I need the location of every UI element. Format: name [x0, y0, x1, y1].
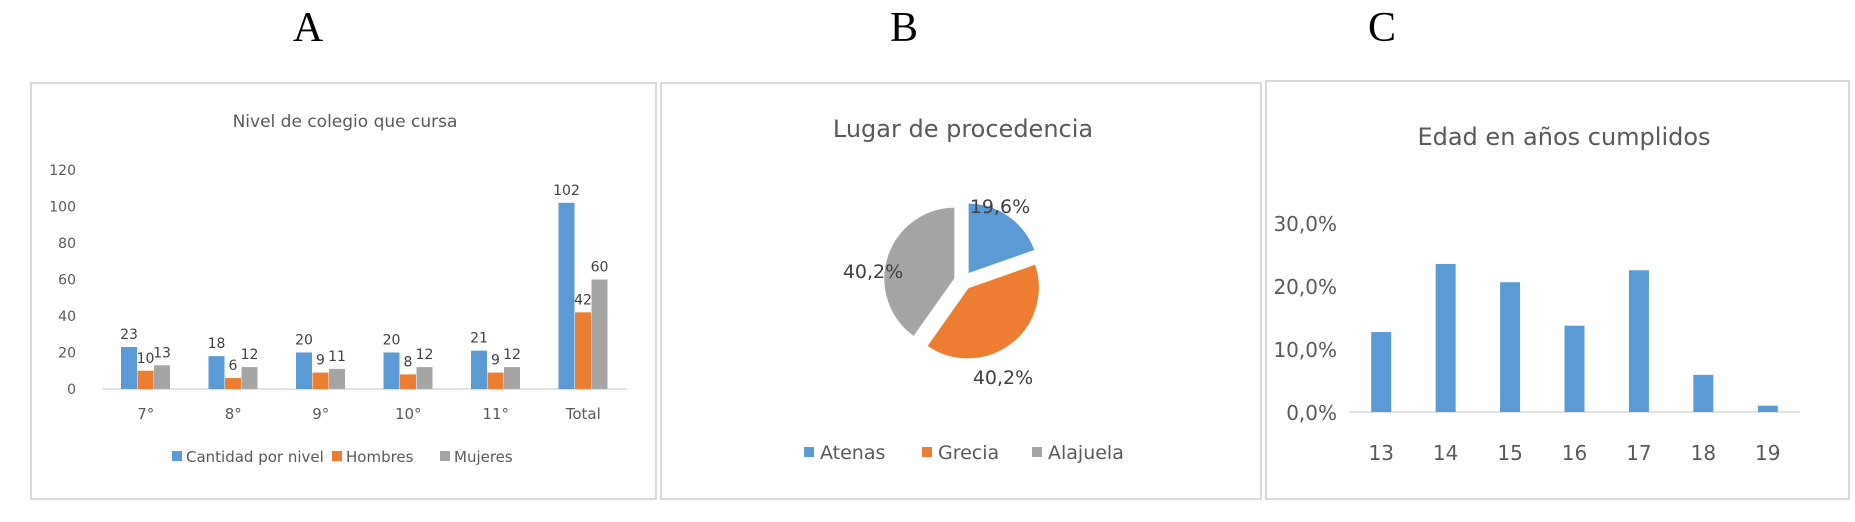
legend-swatch	[440, 451, 450, 461]
y-tick-label: 10,0%	[1273, 338, 1337, 362]
y-tick-label: 20	[58, 346, 76, 362]
x-tick-label: 19	[1755, 441, 1780, 465]
x-tick-label: 11°	[482, 405, 509, 423]
chart-title: Lugar de procedencia	[833, 115, 1093, 143]
bar	[487, 372, 504, 389]
data-label: 12	[503, 347, 521, 363]
bar	[504, 367, 520, 389]
legend-label: Alajuela	[1048, 442, 1124, 464]
x-tick-label: 15	[1497, 441, 1522, 465]
pie-slice	[924, 262, 1041, 361]
legend-swatch	[804, 447, 814, 457]
legend-label: Cantidad por nivel	[186, 448, 324, 466]
y-tick-label: 0	[67, 382, 76, 398]
legend-swatch	[1032, 447, 1042, 457]
bar	[1757, 405, 1778, 412]
data-label: 13	[153, 345, 171, 361]
data-label: 12	[241, 347, 259, 363]
y-tick-label: 100	[49, 200, 76, 216]
bar	[591, 279, 608, 389]
x-tick-label: 10°	[395, 405, 422, 423]
y-tick-label: 40	[58, 309, 76, 325]
chart-panel-a: Nivel de colegio que cursa 0 20 40 60 80 100 12…	[30, 82, 657, 500]
bar	[1564, 325, 1585, 412]
y-tick-label: 20,0%	[1273, 275, 1337, 299]
data-label: 20	[383, 333, 401, 349]
bar	[471, 350, 487, 389]
x-tick-label: 13	[1368, 441, 1393, 465]
x-tick-label: 16	[1562, 441, 1587, 465]
x-tick-label: 9°	[312, 405, 329, 423]
x-tick-label: Total	[565, 405, 601, 423]
legend-swatch	[922, 447, 932, 457]
bar	[241, 367, 258, 389]
data-label: 8	[404, 354, 413, 370]
x-tick-label: 7°	[137, 405, 154, 423]
x-tick-label: 14	[1433, 441, 1458, 465]
bar	[154, 365, 170, 389]
data-label: 23	[120, 327, 138, 343]
panel-letter-a: A	[292, 5, 324, 51]
y-tick-label: 80	[58, 236, 76, 252]
chart-title: Nivel de colegio que cursa	[233, 112, 458, 132]
y-tick-label: 0,0%	[1286, 401, 1337, 425]
data-label: 11	[328, 349, 346, 365]
bar	[1693, 374, 1714, 412]
pie-slice	[966, 201, 1037, 276]
chart-c-svg: Edad en años cumplidos 0,0% 10,0% 20,0% 30,0…	[1273, 123, 1800, 465]
data-label: 102	[553, 183, 580, 199]
bar	[1371, 331, 1392, 412]
data-label: 9	[491, 353, 500, 369]
data-label: 12	[416, 347, 434, 363]
bar	[400, 374, 416, 389]
bar	[1628, 270, 1649, 412]
x-tick-label: 8°	[225, 405, 242, 423]
legend-label: Mujeres	[454, 448, 513, 466]
bar	[1500, 282, 1521, 412]
bar	[558, 202, 575, 389]
bar	[312, 372, 329, 389]
chart-panel-c: Edad en años cumplidos 0,0% 10,0% 20,0% 30,0…	[1265, 80, 1850, 500]
chart-panel-b: Lugar de procedencia 19,6% 40,2% 40,2% Atena…	[660, 82, 1262, 500]
data-label: 18	[208, 336, 226, 352]
bar	[416, 367, 433, 389]
bar	[575, 312, 591, 389]
bar	[1435, 263, 1456, 412]
data-label: 60	[591, 260, 609, 276]
data-label: 21	[470, 331, 488, 347]
x-tick-label: 18	[1691, 441, 1716, 465]
legend-swatch	[172, 451, 182, 461]
panel-letter-b: B	[889, 5, 918, 51]
chart-a-svg: Nivel de colegio que cursa 0 20 40 60 80 100 12…	[49, 112, 627, 466]
legend-swatch	[332, 451, 342, 461]
legend-label: Atenas	[820, 442, 885, 464]
panel-letter-c: C	[1367, 5, 1396, 51]
bar	[329, 368, 345, 389]
bar	[121, 347, 137, 389]
slice-label: 40,2%	[843, 261, 903, 283]
data-label: 6	[229, 358, 238, 374]
bar	[225, 378, 241, 389]
slice-label: 19,6%	[970, 196, 1030, 218]
legend-label: Grecia	[938, 442, 999, 464]
chart-title: Edad en años cumplidos	[1417, 123, 1710, 151]
y-tick-label: 30,0%	[1273, 212, 1337, 236]
data-label: 42	[574, 292, 592, 308]
bar	[137, 370, 154, 389]
y-tick-label: 60	[58, 273, 76, 289]
bar	[296, 352, 312, 389]
data-label: 10	[137, 351, 155, 367]
data-label: 9	[316, 353, 325, 369]
bar	[208, 356, 225, 389]
slice-label: 40,2%	[973, 367, 1033, 389]
pie-slice	[882, 205, 957, 339]
legend-label: Hombres	[346, 448, 414, 466]
bar	[383, 352, 400, 389]
data-label: 20	[295, 333, 313, 349]
x-tick-label: 17	[1626, 441, 1651, 465]
chart-b-svg: Lugar de procedencia 19,6% 40,2% 40,2% Atena…	[804, 115, 1124, 464]
y-tick-label: 120	[49, 163, 76, 179]
